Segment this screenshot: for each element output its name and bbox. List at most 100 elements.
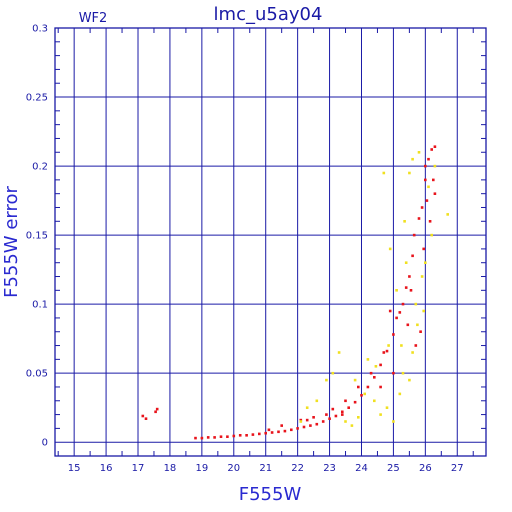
data-point	[315, 422, 319, 426]
data-point	[302, 425, 306, 429]
data-point	[406, 323, 410, 327]
data-point	[280, 424, 283, 427]
data-point	[296, 427, 299, 430]
data-point	[194, 436, 197, 440]
x-tick-label: 16	[100, 463, 113, 474]
data-point	[232, 434, 236, 438]
data-point	[347, 406, 350, 409]
data-point	[398, 392, 402, 396]
data-point	[337, 351, 341, 354]
data-point	[408, 275, 411, 278]
grid-lines	[55, 27, 486, 456]
data-point	[264, 431, 267, 435]
data-point	[379, 385, 382, 389]
data-point	[245, 434, 248, 437]
data-point	[417, 217, 421, 220]
data-point	[341, 410, 344, 414]
x-tick-label: 25	[387, 463, 400, 474]
data-point	[432, 178, 435, 182]
data-point	[299, 420, 303, 423]
data-point	[315, 399, 319, 403]
data-point	[200, 436, 204, 440]
data-point	[270, 431, 274, 434]
y-tick-label: 0.2	[32, 162, 48, 173]
data-point	[363, 392, 366, 396]
data-point	[353, 400, 357, 404]
data-point	[344, 399, 347, 403]
data-point	[155, 407, 159, 411]
data-point	[341, 413, 344, 416]
data-point	[433, 145, 437, 148]
axis-ticks	[55, 28, 486, 457]
data-point	[409, 289, 413, 292]
data-point	[334, 414, 338, 418]
data-point	[357, 385, 360, 389]
data-point	[366, 358, 370, 361]
data-point	[350, 424, 354, 427]
x-tick-label: 22	[291, 463, 304, 474]
data-point	[141, 414, 145, 418]
data-point	[267, 428, 271, 432]
data-point	[321, 420, 325, 423]
data-point	[425, 199, 429, 202]
data-point	[422, 309, 425, 313]
data-point	[404, 286, 408, 289]
data-point	[382, 171, 386, 175]
data-point	[251, 433, 255, 436]
data-point	[420, 275, 424, 278]
data-point	[290, 428, 293, 432]
x-tick-label: 26	[419, 463, 432, 474]
data-point	[353, 378, 357, 382]
data-point	[419, 330, 422, 333]
data-point	[404, 261, 408, 264]
x-tick-label: 23	[323, 463, 336, 474]
data-point	[144, 417, 148, 420]
data-point	[388, 247, 392, 251]
x-tick-label: 20	[227, 463, 240, 474]
data-point	[379, 413, 382, 416]
data-point	[424, 261, 427, 264]
data-point	[331, 371, 335, 375]
data-point	[258, 432, 261, 436]
data-point	[414, 344, 418, 347]
data-point	[366, 385, 370, 389]
data-point	[395, 289, 398, 292]
data-point	[430, 233, 433, 237]
data-point	[411, 254, 414, 258]
data-point	[430, 148, 433, 151]
data-point	[424, 164, 427, 168]
x-tick-label: 15	[68, 463, 81, 474]
data-point	[299, 418, 303, 422]
y-tick-label: 0.15	[26, 231, 48, 242]
data-point	[385, 406, 389, 409]
data-point	[238, 434, 242, 437]
x-tick-label: 27	[451, 463, 464, 474]
chart-subtitle: WF2	[79, 11, 108, 26]
data-point	[446, 213, 449, 216]
data-point	[427, 157, 430, 161]
data-point	[424, 178, 427, 182]
data-point	[408, 378, 411, 382]
data-point	[312, 416, 315, 419]
data-point	[325, 378, 328, 382]
x-tick-label: 18	[164, 463, 177, 474]
data-point	[411, 351, 414, 354]
data-point	[328, 417, 331, 420]
data-point	[433, 192, 437, 195]
data-points	[141, 145, 449, 440]
y-tick-label: 0.05	[26, 369, 48, 380]
data-point	[400, 344, 403, 347]
data-point	[385, 349, 389, 353]
data-point	[379, 363, 382, 367]
data-point	[369, 371, 373, 375]
tick-labels: 15 16 17 18 19 20 21 22 23 24 25 26 27 0 0.05 0.1 0.15 0.…	[26, 24, 464, 475]
data-point	[309, 424, 312, 427]
data-point	[357, 416, 360, 419]
data-point	[219, 435, 223, 438]
x-tick-label: 19	[195, 463, 208, 474]
data-point	[414, 302, 418, 306]
data-point	[392, 371, 395, 375]
data-point	[422, 247, 425, 251]
data-point	[417, 151, 421, 154]
